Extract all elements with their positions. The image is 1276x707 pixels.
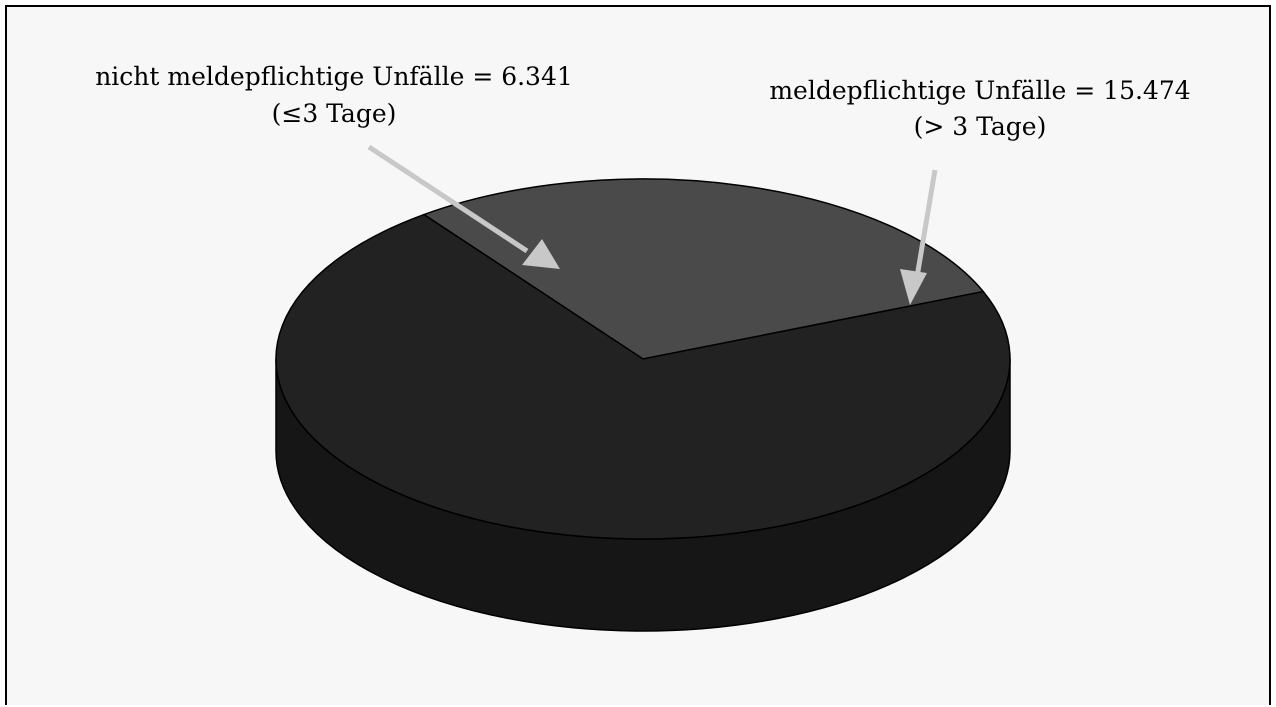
sublabel-meldepflichtige: (> 3 Tage): [914, 112, 1047, 141]
arrow-nicht-meldepflichtige: [367, 144, 529, 254]
pie-slice-1: [422, 178, 985, 360]
pie-slice-2: [275, 213, 1011, 540]
arrow-head-meldepflichtige: [900, 269, 927, 305]
chart-frame: nicht meldepflichtige Unfälle = 6.341 (≤…: [5, 5, 1271, 705]
label-meldepflichtige: meldepflichtige Unfälle = 15.474: [769, 76, 1190, 105]
pie-chart: nicht meldepflichtige Unfälle = 6.341 (≤…: [95, 62, 1191, 632]
arrow-meldepflichtige: [914, 169, 938, 278]
arrow-head-nicht-meldepflichtige: [522, 239, 560, 269]
sublabel-nicht-meldepflichtige: (≤3 Tage): [272, 99, 397, 128]
label-nicht-meldepflichtige: nicht meldepflichtige Unfälle = 6.341: [95, 62, 573, 91]
